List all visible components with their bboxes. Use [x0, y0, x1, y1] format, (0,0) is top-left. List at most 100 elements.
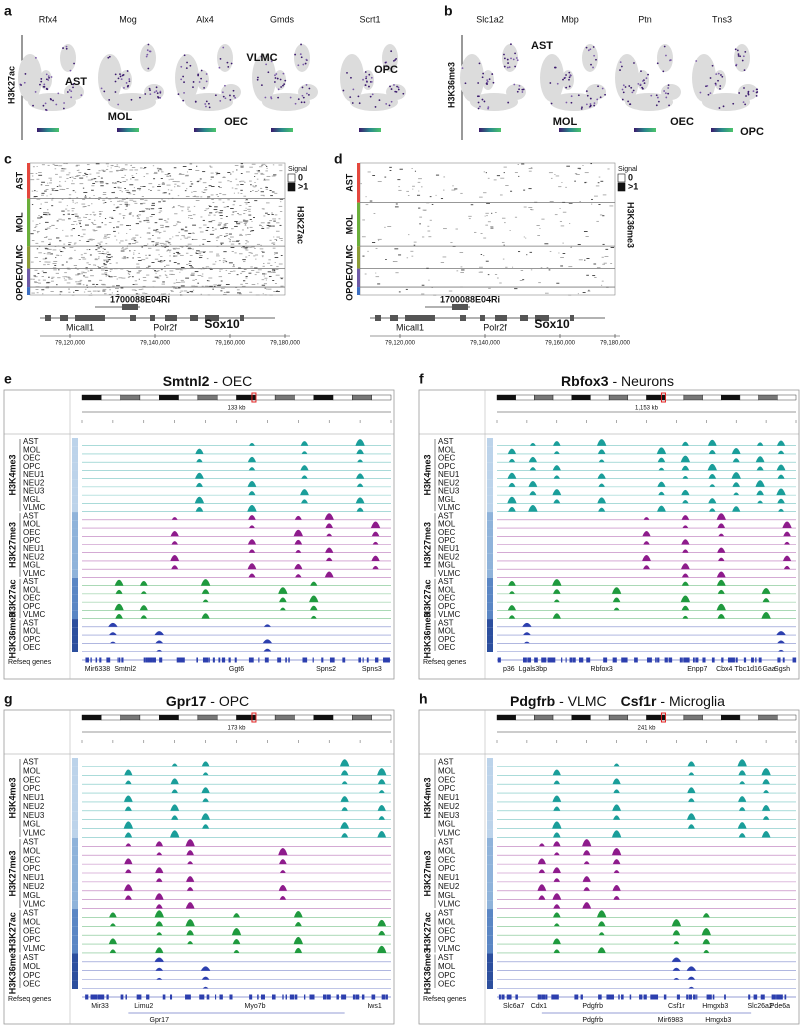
signal-dash: [117, 186, 120, 188]
cluster: [108, 93, 156, 111]
signal-dash: [68, 242, 72, 243]
signal-dash: [421, 186, 423, 188]
exon: [686, 994, 689, 1000]
exon: [508, 994, 511, 1000]
signal-dash: [135, 234, 139, 236]
signal-peak: [294, 921, 302, 927]
signal-dash: [74, 290, 79, 291]
ideogram-band: [255, 714, 276, 721]
cell-dot: [736, 49, 739, 52]
signal-dash: [265, 212, 268, 214]
panel-frame: [3, 389, 395, 680]
signal-dash: [113, 182, 117, 184]
signal-dash: [118, 170, 122, 171]
signal-dash: [55, 173, 58, 175]
signal-dash: [51, 278, 54, 280]
signal-dash: [139, 236, 142, 238]
signal-dash: [73, 291, 75, 293]
signal-dash: [88, 197, 91, 199]
signal-dash: [233, 192, 235, 194]
signal-dash: [603, 262, 607, 264]
signal-peak: [508, 581, 516, 586]
cell-dot: [549, 82, 552, 84]
exon: [731, 657, 734, 663]
cell-label: MOL: [23, 520, 41, 529]
signal-dash: [167, 173, 171, 174]
signal-dash: [225, 269, 228, 271]
signal-dash: [198, 251, 201, 253]
signal-dash: [455, 228, 458, 230]
cell-dot: [656, 96, 659, 99]
cell-dot: [63, 102, 65, 104]
signal-dash: [95, 249, 98, 251]
signal-dash: [266, 227, 270, 229]
exon: [361, 994, 365, 1000]
signal-dash: [154, 222, 158, 224]
exon: [686, 657, 690, 663]
signal-dash: [196, 181, 199, 183]
signal-dash: [265, 186, 267, 188]
cell-dot: [562, 78, 564, 81]
signal-peak: [187, 861, 194, 865]
signal-dash: [76, 169, 79, 171]
cluster: [470, 93, 518, 111]
signal-dash: [77, 283, 82, 285]
signal-dash: [74, 242, 77, 244]
exon: [657, 657, 660, 663]
signal-dash: [71, 199, 74, 201]
signal-dash: [86, 241, 90, 242]
cell-dot: [486, 83, 488, 86]
exon: [610, 994, 614, 1000]
exon: [621, 657, 625, 663]
gene-label: Limu2: [134, 1003, 153, 1010]
exon: [294, 994, 298, 1000]
signal-dash: [171, 207, 173, 209]
signal-dash: [279, 224, 282, 226]
signal-dash: [43, 237, 48, 238]
cell-dot: [107, 56, 110, 59]
cell-dot: [219, 100, 222, 102]
sidebar-cell: [487, 775, 493, 785]
signal-dash: [271, 242, 276, 244]
cell-label: OPC: [23, 784, 41, 793]
exon: [460, 315, 466, 321]
signal-dash: [232, 211, 235, 213]
cell-dot: [488, 78, 491, 81]
signal-dash: [212, 230, 215, 232]
cell-dot: [747, 93, 750, 96]
panel-title: Smtnl2- OEC: [163, 373, 253, 389]
signal-dash: [154, 271, 159, 273]
exon: [199, 994, 202, 1000]
signal-dash: [83, 252, 87, 254]
signal-dash: [138, 220, 142, 222]
signal-dash: [62, 214, 65, 216]
cell-dot: [139, 96, 141, 99]
signal-dash: [454, 188, 458, 190]
exon: [165, 315, 177, 321]
signal-dash: [101, 169, 105, 171]
signal-dash: [175, 282, 178, 284]
signal-dash: [577, 293, 579, 295]
signal-dash: [186, 291, 190, 293]
signal-dash: [146, 221, 150, 223]
signal-peak: [776, 464, 786, 471]
cell-dot: [619, 69, 621, 71]
cell-dot: [477, 107, 480, 110]
signal-dash: [271, 214, 274, 216]
signal-dash: [248, 252, 252, 254]
signal-dash: [433, 294, 437, 296]
signal-dash: [199, 178, 202, 180]
sidebar-cell: [487, 512, 493, 521]
signal-dash: [594, 277, 597, 278]
signal-peak: [247, 563, 257, 570]
signal-dash: [575, 174, 580, 175]
signal-dash: [43, 253, 46, 254]
signal-peak: [356, 449, 364, 454]
signal-dash: [187, 243, 192, 245]
cell-dot: [492, 81, 495, 84]
signal-dash: [201, 285, 204, 287]
cell-dot: [260, 84, 263, 87]
cell-dot: [577, 94, 580, 97]
sidebar-cell: [487, 536, 493, 545]
signal-dash: [105, 197, 108, 199]
